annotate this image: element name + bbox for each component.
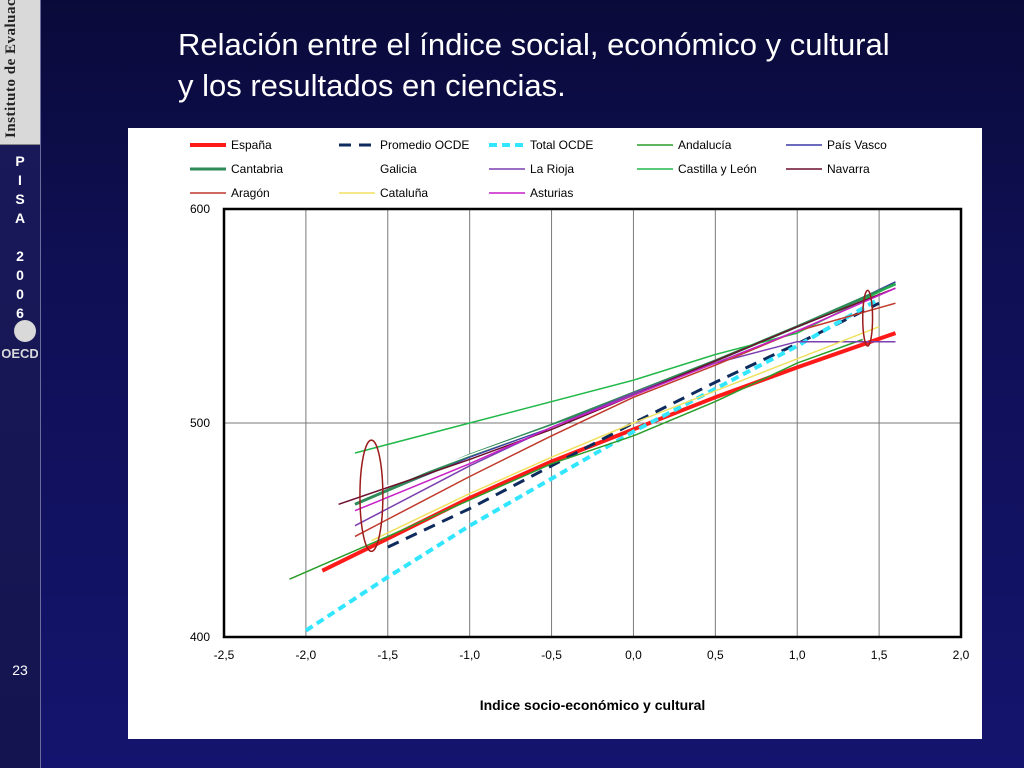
legend-label-12: Asturias [530,186,573,200]
slide-title: Relación entre el índice social, económi… [178,24,998,106]
science-vs-escs-chart: 400 500 600 -2,5 -2,0 -1,5 -1,0 -0,5 0,0 0,5 1,0 1,… [190,138,970,713]
x-tick-label: -2,5 [214,648,235,662]
chart-panel: 400 500 600 -2,5 -2,0 -1,5 -1,0 -0,5 0,0 0,5 1,0 1,… [128,128,982,739]
legend-label-2: Total OCDE [530,138,593,152]
series-line-2 [304,297,881,633]
x-tick-label: 0,0 [625,648,642,662]
x-tick-label: 1,5 [871,648,888,662]
pisa-letter: P [15,153,25,169]
legend-label-8: Castilla y León [678,162,757,176]
slide-title-line-2: y los resultados en ciencias. [178,68,566,103]
legend-label-0: España [231,138,272,152]
series-line-7 [354,340,896,527]
series-line-9 [338,287,896,506]
pisa-letter: 0 [16,286,24,302]
legend-label-11: Cataluña [380,186,428,200]
legend-label-3: Andalucía [678,138,732,152]
legend-label-10: Aragón [231,186,270,200]
x-tick-label: 1,0 [789,648,806,662]
pisa-letter: I [18,172,22,188]
pisa-letter [0,228,40,247]
y-tick-label: 400 [190,630,210,644]
institute-logo: Instituto de Evaluación [0,0,40,145]
x-axis-label: Indice socio-económico y cultural [480,697,706,713]
annotation-ellipse-0 [359,439,384,553]
oecd-logo: OECD [2,320,38,361]
slide-number: 23 [12,662,28,678]
legend-label-7: La Rioja [530,162,574,176]
pisa-letter: S [15,191,25,207]
x-tick-label: -1,0 [459,648,480,662]
legend-label-5: Cantabria [231,162,283,176]
slide-title-line-1: Relación entre el índice social, económi… [178,27,890,62]
x-tick-label: -1,5 [377,648,398,662]
series-line-1 [387,301,880,549]
legend-label-6: Galicia [380,162,417,176]
x-tick-label: -0,5 [541,648,562,662]
legend-label-4: País Vasco [827,138,887,152]
legend-label-9: Navarra [827,162,870,176]
series-line-8 [354,283,896,454]
series-line-12 [354,287,896,512]
oecd-logo-text: OECD [2,346,38,361]
series-line-0 [321,331,897,573]
x-tick-label: 2,0 [953,648,970,662]
pisa-letter: A [14,210,26,226]
y-tick-label: 500 [190,416,210,430]
pisa-letter: 2 [16,248,24,264]
series-line-11 [371,326,880,542]
legend-label-1: Promedio OCDE [380,138,469,152]
pisa-letter: 6 [16,305,24,321]
pisa-letter: 0 [16,267,24,283]
x-tick-label: -2,0 [296,648,317,662]
series-line-3 [289,338,863,580]
y-tick-label: 600 [190,202,210,216]
plot-border [222,207,963,639]
annotation-ellipse-1 [861,289,874,347]
x-tick-label: 0,5 [707,648,724,662]
institute-logo-text: Instituto de Evaluación [3,0,19,138]
